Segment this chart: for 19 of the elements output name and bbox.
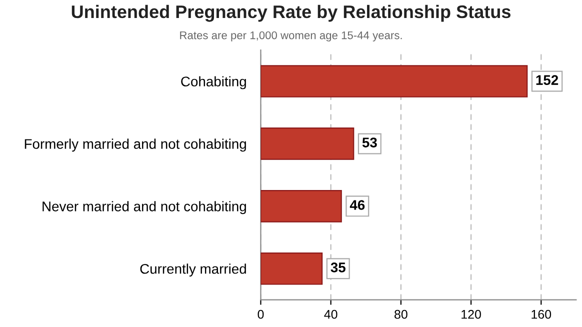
x-tick-label: 120 <box>462 310 481 319</box>
data-label: 35 <box>330 262 346 272</box>
y-tick-label: Formerly married and not cohabiting <box>24 138 246 152</box>
x-tick-label: 40 <box>324 310 338 319</box>
data-label: 152 <box>536 75 558 85</box>
bar <box>260 252 323 285</box>
x-tick-label: 160 <box>532 310 552 319</box>
x-tick-label: 0 <box>258 310 264 319</box>
y-tick-label: Never married and not cohabiting <box>42 201 246 214</box>
bar <box>260 65 528 98</box>
data-label: 53 <box>362 138 377 148</box>
data-label: 46 <box>350 200 365 210</box>
bar <box>260 128 354 160</box>
y-tick-label: Cohabiting <box>181 76 246 90</box>
chart-title: Unintended Pregnancy Rate by Relationship Status <box>72 4 510 22</box>
bar <box>260 190 342 222</box>
x-tick-label: 80 <box>394 310 408 319</box>
y-tick-label: Currently married <box>140 264 246 277</box>
chart-subtitle: Rates are per 1,000 women age 15-44 years. <box>180 31 402 42</box>
